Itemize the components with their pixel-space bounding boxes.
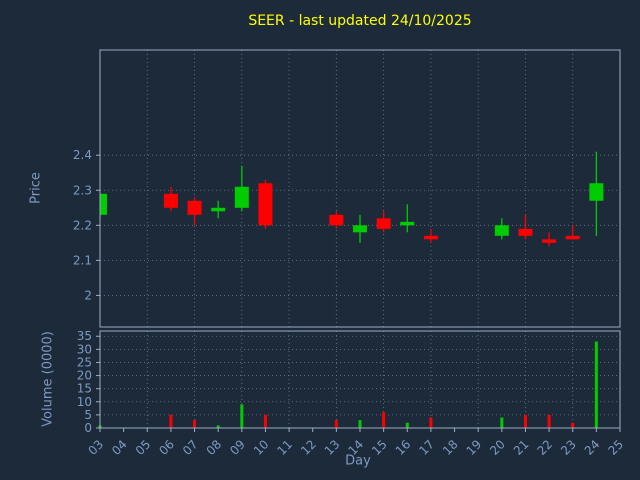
candle-body bbox=[589, 183, 604, 201]
day-tick-label: 12 bbox=[298, 437, 319, 458]
price-tick-label: 2.4 bbox=[73, 148, 92, 162]
volume-bar bbox=[240, 404, 244, 428]
candle-body bbox=[234, 186, 249, 208]
x-axis-label: Day bbox=[345, 453, 371, 469]
price-tick-label: 2.2 bbox=[73, 218, 92, 232]
volume-tick-label: 25 bbox=[77, 355, 92, 369]
day-tick-label: 19 bbox=[464, 437, 485, 458]
candle-body bbox=[163, 193, 178, 208]
day-tick-label: 21 bbox=[511, 437, 532, 458]
day-tick-label: 03 bbox=[85, 437, 106, 458]
volume-bar bbox=[594, 341, 598, 428]
volume-tick-label: 15 bbox=[77, 382, 92, 396]
volume-bar bbox=[169, 414, 173, 428]
day-tick-label: 25 bbox=[605, 437, 626, 458]
volume-tick-label: 0 bbox=[84, 421, 92, 435]
candle-body bbox=[423, 235, 438, 240]
volume-bar bbox=[358, 420, 362, 428]
volume-bar bbox=[547, 414, 551, 428]
day-tick-label: 11 bbox=[275, 437, 296, 458]
volume-bar bbox=[193, 420, 197, 428]
volume-bar bbox=[429, 417, 433, 428]
volume-panel-border bbox=[99, 330, 621, 429]
day-tick-label: 05 bbox=[133, 437, 154, 458]
candle-body bbox=[376, 218, 391, 229]
day-tick-label: 08 bbox=[204, 437, 225, 458]
volume-panel-bars bbox=[98, 341, 598, 428]
volume-tick-label: 35 bbox=[77, 329, 92, 343]
volume-bar bbox=[571, 422, 575, 428]
day-tick-label: 22 bbox=[535, 437, 556, 458]
candle-body bbox=[258, 183, 273, 226]
day-tick-label: 18 bbox=[440, 437, 461, 458]
candle-body bbox=[542, 239, 557, 243]
day-tick-label: 17 bbox=[416, 437, 437, 458]
volume-bar bbox=[405, 422, 409, 428]
volume-tick-label: 20 bbox=[77, 369, 92, 383]
price-tick-label: 2 bbox=[84, 288, 92, 302]
candle-body bbox=[494, 225, 509, 236]
price-panel-border bbox=[99, 49, 621, 328]
day-tick-label: 16 bbox=[393, 437, 414, 458]
day-tick-label: 13 bbox=[322, 437, 343, 458]
day-tick-label: 23 bbox=[558, 437, 579, 458]
candle-body bbox=[187, 200, 202, 215]
volume-bar bbox=[382, 412, 386, 428]
candle-body bbox=[565, 235, 580, 240]
volume-bar bbox=[500, 417, 504, 428]
chart-title: SEER - last updated 24/10/2025 bbox=[248, 13, 472, 29]
candle-body bbox=[329, 214, 344, 226]
day-tick-label: 10 bbox=[251, 437, 272, 458]
candle-body bbox=[400, 221, 415, 226]
day-tick-label: 09 bbox=[227, 437, 248, 458]
candle-body bbox=[353, 225, 367, 233]
day-tick-label: 06 bbox=[156, 437, 177, 458]
volume-bar bbox=[216, 425, 220, 428]
day-tick-label: 07 bbox=[180, 437, 201, 458]
candle-body bbox=[518, 228, 533, 236]
day-tick-label: 15 bbox=[369, 437, 390, 458]
panel-borders bbox=[96, 49, 621, 432]
volume-bar bbox=[523, 414, 527, 428]
day-tick-label: 20 bbox=[487, 437, 508, 458]
volume-tick-label: 30 bbox=[77, 342, 92, 356]
volume-bar bbox=[263, 414, 267, 428]
volume-tick-label: 10 bbox=[77, 395, 92, 409]
candle-body bbox=[211, 207, 226, 212]
candle-body bbox=[100, 193, 107, 215]
volume-bar bbox=[334, 420, 338, 428]
day-tick-label: 04 bbox=[109, 437, 130, 458]
price-panel-candles bbox=[100, 151, 604, 247]
price-tick-label: 2.3 bbox=[73, 183, 92, 197]
price-tick-label: 2.1 bbox=[73, 253, 92, 267]
day-tick-label: 14 bbox=[345, 437, 366, 458]
volume-tick-label: 5 bbox=[84, 408, 92, 422]
day-tick-label: 24 bbox=[582, 437, 603, 458]
